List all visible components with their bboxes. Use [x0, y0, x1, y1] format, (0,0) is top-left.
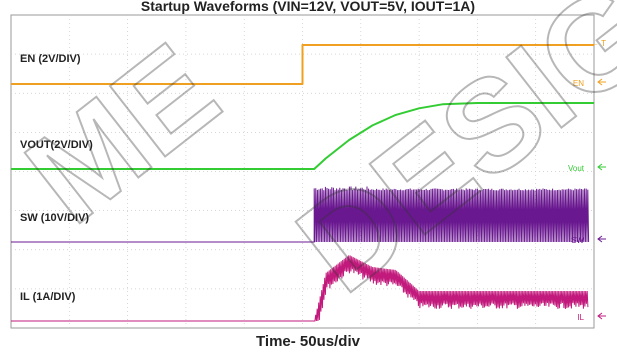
channel-arrow-icon	[597, 235, 606, 243]
trace-sw	[11, 186, 590, 243]
channel-marker-vout: Vout	[568, 164, 585, 173]
channel-arrow-icon	[597, 163, 606, 171]
traces	[11, 44, 594, 322]
trace-en	[11, 44, 594, 85]
channel-marker-sw: SW	[571, 236, 584, 245]
channel-markers: EN ← T Vout SW IL	[568, 39, 606, 322]
channel-label-sw: SW (10V/DIV)	[20, 212, 89, 224]
channel-marker-il: IL	[577, 313, 584, 322]
trigger-marker: ← T	[591, 39, 606, 48]
channel-marker-en: EN	[573, 79, 584, 88]
channel-label-vout: VOUT(2V/DIV)	[20, 139, 93, 151]
channel-label-il: IL (1A/DIV)	[20, 291, 76, 303]
chart-title: Startup Waveforms (VIN=12V, VOUT=5V, IOU…	[141, 0, 475, 14]
channel-arrow-icon	[597, 78, 606, 86]
trace-il	[11, 255, 589, 322]
channel-label-en: EN (2V/DIV)	[20, 53, 81, 65]
channel-arrow-icon	[597, 312, 606, 320]
x-axis-label: Time- 50us/div	[256, 333, 361, 350]
channel-labels: EN (2V/DIV) VOUT(2V/DIV) SW (10V/DIV) IL (1…	[20, 53, 93, 303]
graticule	[11, 15, 594, 328]
trace-vout	[11, 102, 594, 170]
